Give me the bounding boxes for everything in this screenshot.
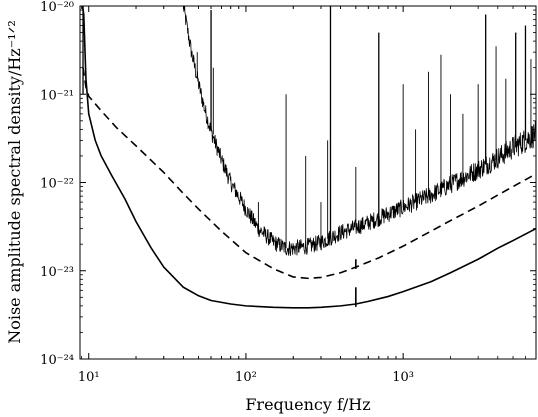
y-tick-label: 10⁻²¹ xyxy=(40,88,74,103)
x-axis-label: Frequency f/Hz xyxy=(245,395,370,414)
x-tick-label: 10¹ xyxy=(78,370,100,385)
y-tick-label: 10⁻²⁴ xyxy=(40,353,74,368)
y-axis-label: Noise amplitude spectral density/Hz⁻¹ᐟ² xyxy=(5,20,24,344)
series-line-solid xyxy=(81,6,536,309)
plot-area xyxy=(80,6,536,359)
x-tick-label: 10³ xyxy=(392,370,414,385)
y-tick-label: 10⁻²² xyxy=(40,177,74,192)
y-tick-label: 10⁻²³ xyxy=(40,265,74,280)
x-tick-label: 10² xyxy=(235,370,257,385)
y-tick-label: 10⁻²⁰ xyxy=(40,0,74,15)
series-line-dashed xyxy=(82,67,536,280)
series-line-solid-noisy xyxy=(183,6,536,257)
